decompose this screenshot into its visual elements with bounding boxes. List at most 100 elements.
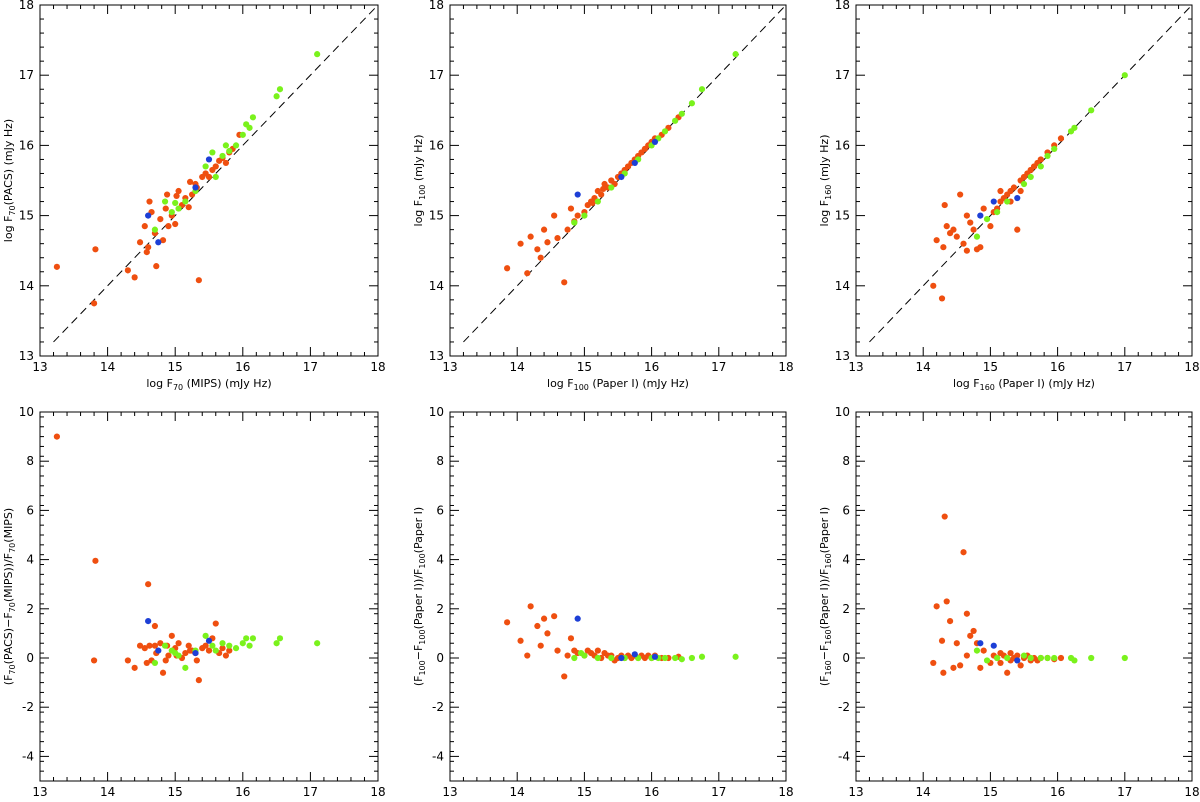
data-point [589, 199, 596, 207]
x-tick-label: 15 [577, 785, 592, 799]
data-point [124, 267, 131, 274]
y-tick-label: 15 [19, 209, 34, 223]
y-tick-label: 10 [19, 405, 34, 419]
data-point [1014, 652, 1021, 659]
series-green [151, 51, 321, 233]
data-point [136, 642, 144, 649]
data-point [1037, 156, 1044, 163]
data-point [540, 226, 548, 233]
data-point [983, 216, 991, 223]
data-point [554, 647, 561, 654]
y-tick-label: 17 [835, 68, 850, 82]
y-tick-label: 14 [429, 279, 444, 293]
data-point [527, 233, 534, 240]
data-point [990, 198, 997, 205]
series-orange [53, 131, 243, 307]
data-point [970, 627, 977, 635]
data-point [943, 223, 950, 230]
data-point [175, 640, 182, 647]
data-point [136, 239, 144, 246]
data-point [672, 654, 679, 662]
data-point [146, 642, 153, 649]
data-point [202, 642, 209, 649]
data-point [953, 233, 960, 240]
x-tick-label: 17 [303, 360, 318, 374]
y-tick-label: 10 [835, 405, 850, 419]
data-point [983, 657, 991, 664]
data-point [551, 613, 558, 620]
data-point [141, 223, 148, 230]
data-point [567, 635, 575, 642]
data-point [504, 265, 511, 272]
data-point [517, 637, 524, 644]
y-tick-label: 6 [842, 503, 850, 517]
data-point [600, 185, 607, 193]
data-point [168, 632, 175, 639]
data-point [577, 649, 585, 657]
data-point [574, 191, 581, 198]
data-point [1020, 180, 1028, 188]
data-point [195, 277, 202, 284]
y-tick-label: 4 [26, 553, 34, 567]
data-point [90, 300, 98, 307]
data-point [1010, 184, 1018, 191]
y-tick-label: 14 [835, 279, 850, 293]
x-tick-label: 13 [848, 785, 863, 799]
data-point [1027, 654, 1034, 662]
data-point [571, 219, 578, 226]
x-tick-label: 16 [644, 785, 659, 799]
data-point [544, 630, 551, 637]
data-point [222, 652, 229, 659]
x-tick-label: 16 [1050, 360, 1065, 374]
data-point [973, 233, 981, 240]
data-point [950, 226, 957, 233]
x-tick-label: 14 [510, 785, 525, 799]
y-tick-label: 2 [26, 602, 34, 616]
data-point [1007, 649, 1014, 657]
y-tick-label: 15 [429, 209, 444, 223]
data-point [212, 620, 219, 627]
y-tick-label: 2 [842, 602, 850, 616]
x-tick-label: 17 [711, 360, 726, 374]
x-tick-label: 18 [778, 360, 793, 374]
data-point [534, 246, 541, 253]
data-point [195, 677, 202, 684]
data-point [571, 654, 578, 662]
data-point [172, 649, 179, 657]
data-point [1037, 654, 1044, 662]
data-point [594, 198, 601, 205]
series-green [973, 72, 1128, 240]
data-point [212, 173, 219, 181]
data-point [631, 651, 638, 658]
data-point [222, 159, 229, 167]
y-tick-label: -2 [22, 700, 34, 714]
y-tick-label: -4 [432, 749, 444, 763]
x-tick-label: 14 [100, 785, 115, 799]
data-point [1044, 654, 1051, 662]
series-orange [53, 433, 233, 684]
data-point [594, 647, 601, 654]
data-point [567, 205, 575, 212]
data-point [551, 212, 558, 219]
y-tick-label: 18 [19, 0, 34, 12]
data-point [1057, 654, 1065, 662]
data-point [537, 642, 544, 649]
data-point [973, 647, 981, 654]
series-blue [145, 618, 213, 657]
data-point [953, 640, 960, 647]
data-point [561, 279, 568, 286]
data-point [92, 246, 99, 253]
data-point [1051, 145, 1058, 153]
data-point [977, 212, 984, 219]
data-point [151, 226, 159, 233]
data-point [131, 664, 138, 671]
x-axis-title: log F100 (Paper I) (mJy Hz) [547, 377, 689, 392]
x-tick-label: 16 [1050, 785, 1065, 799]
data-point [182, 649, 189, 657]
data-point [232, 142, 240, 149]
data-point [1014, 657, 1021, 664]
data-point [977, 244, 984, 251]
data-point [651, 653, 659, 660]
data-point [243, 635, 250, 642]
